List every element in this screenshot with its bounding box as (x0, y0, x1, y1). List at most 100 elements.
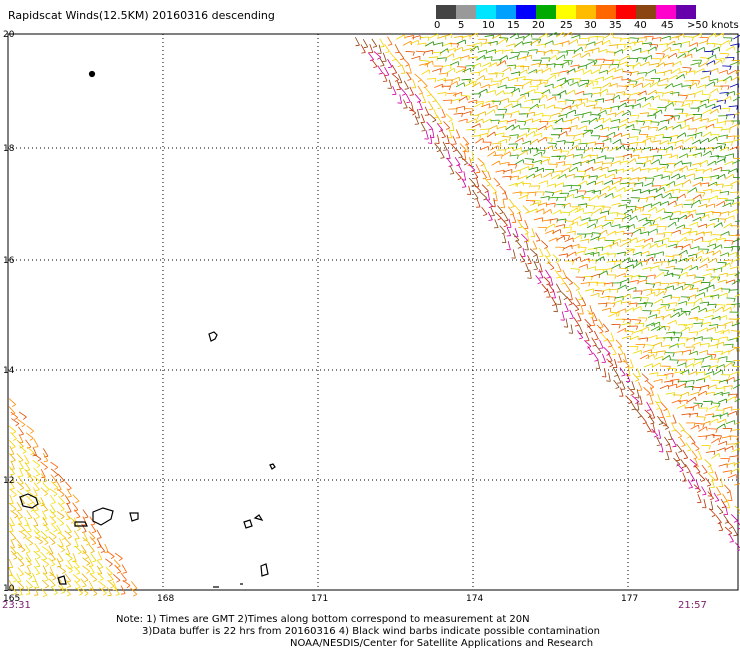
wind-barb-flag (724, 174, 726, 179)
wind-barb-flag (563, 326, 568, 328)
wind-barb (690, 391, 700, 396)
wind-barb-flag (727, 85, 730, 90)
wind-barb-flag (671, 83, 674, 88)
wind-barb (574, 68, 584, 73)
wind-barb-flag (719, 250, 722, 255)
wind-barb-flag (693, 114, 695, 119)
wind-barb (670, 337, 680, 339)
wind-barb (514, 65, 525, 67)
wind-barb-flag (456, 43, 459, 48)
wind-barb-flag (706, 407, 708, 412)
wind-barb (664, 380, 674, 383)
wind-barb (682, 85, 692, 87)
wind-barb (676, 282, 686, 285)
wind-barb-flag (625, 268, 629, 273)
wind-barb (131, 581, 138, 589)
wind-barb (682, 449, 689, 459)
wind-barb-flag (712, 413, 715, 418)
wind-barb (666, 450, 670, 460)
wind-barb-flag (620, 177, 622, 182)
wind-barb (687, 209, 696, 214)
wind-barb-flag (30, 452, 35, 456)
wind-barb (678, 214, 687, 220)
wind-barb (483, 56, 493, 59)
wind-barb (554, 182, 564, 187)
wind-barb-flag (618, 95, 621, 100)
wind-barb (692, 216, 701, 222)
wind-barb (631, 62, 640, 68)
wind-barb (674, 285, 683, 291)
wind-barb (525, 241, 529, 251)
wind-barb (561, 311, 565, 321)
wind-barb (650, 326, 660, 331)
wind-barb-flag (665, 149, 668, 154)
wind-barb (598, 318, 604, 328)
wind-barb (700, 57, 710, 59)
wind-barb (9, 480, 15, 489)
wind-barb (8, 580, 14, 589)
wind-barb (607, 169, 617, 173)
wind-barb-flag (527, 262, 532, 265)
wind-barb-flag (461, 36, 464, 41)
wind-barb (9, 517, 15, 526)
wind-barb-flag (636, 38, 639, 43)
wind-barb-flag (437, 122, 442, 125)
wind-barb (664, 62, 674, 66)
wind-barb (382, 52, 387, 62)
wind-barb (529, 269, 532, 279)
wind-barb-flag (738, 528, 740, 530)
wind-barb-flag (86, 562, 91, 566)
wind-barb (540, 196, 550, 199)
wind-barb (689, 472, 696, 481)
wind-barb-flag (669, 355, 671, 360)
wind-barb-flag (592, 167, 594, 172)
wind-barb (577, 312, 582, 321)
wind-barb-flag (606, 353, 611, 356)
wind-barb-flag (578, 116, 580, 121)
wind-barb (537, 125, 546, 131)
wind-barb (705, 123, 714, 129)
wind-barb-flag (22, 535, 27, 539)
wind-barb (658, 43, 668, 46)
wind-barb-flag (674, 368, 677, 373)
wind-barb-flag (635, 379, 639, 382)
wind-barb (539, 263, 543, 273)
wind-barb-flag (721, 351, 724, 356)
wind-barb-flag (683, 343, 685, 348)
wind-barb-flag (646, 261, 648, 266)
wind-barb-flag (473, 129, 476, 134)
wind-barb (421, 69, 430, 75)
wind-barb (664, 83, 673, 89)
wind-barb-flag (733, 304, 736, 309)
wind-barb (643, 387, 651, 394)
wind-barb-flag (677, 435, 682, 439)
wind-barb-flag (546, 276, 551, 279)
island (88, 70, 96, 78)
wind-barb-flag (555, 260, 560, 263)
wind-barb-flag (690, 162, 692, 167)
wind-barb (713, 492, 720, 501)
wind-barb-flag (530, 81, 532, 86)
wind-barb-flag (561, 64, 564, 69)
wind-barb (693, 131, 703, 136)
wind-barb (562, 184, 572, 187)
wind-barb (635, 408, 642, 417)
wind-barb (699, 98, 709, 103)
wind-barb-flag (45, 585, 49, 589)
wind-barb (710, 338, 720, 341)
wind-barb-flag (571, 32, 573, 37)
wind-barb-flag (582, 208, 585, 213)
wind-barb (24, 469, 32, 476)
wind-barb (673, 245, 683, 248)
wind-barb-flag (718, 276, 721, 281)
wind-barb (493, 177, 501, 185)
wind-barb-flag (730, 37, 733, 42)
wind-barb (725, 361, 735, 363)
wind-barb (731, 322, 740, 327)
wind-barb (562, 163, 572, 166)
wind-barb (713, 391, 723, 396)
wind-barb-flag (608, 206, 611, 212)
wind-barb (501, 218, 508, 226)
wind-barb-flag (659, 451, 664, 453)
wind-barb (49, 509, 57, 517)
